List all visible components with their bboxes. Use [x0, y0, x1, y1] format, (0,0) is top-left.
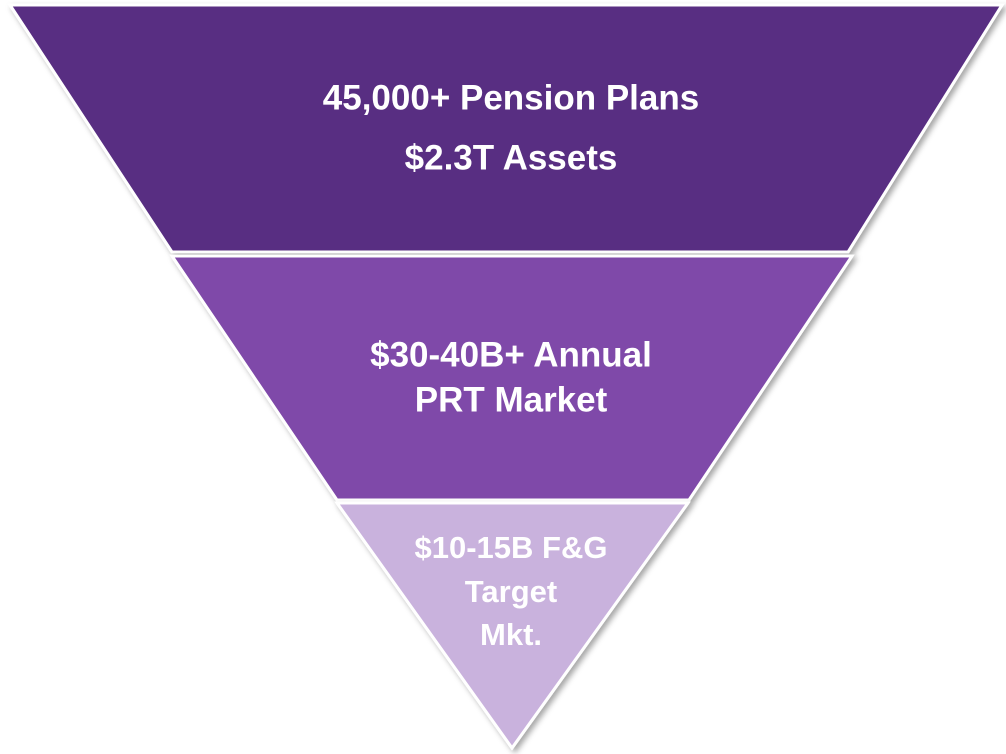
funnel-level-2	[169, 254, 855, 502]
level-text: $2.3T Assets	[405, 138, 618, 177]
level-text: Target	[465, 574, 557, 609]
level-text: $10-15B F&G	[415, 530, 608, 565]
level-text: $30-40B+ Annual	[370, 335, 652, 374]
funnel-level-3	[334, 501, 691, 751]
level-text: PRT Market	[415, 380, 608, 419]
level-text: Mkt.	[480, 617, 542, 652]
funnel-level-1	[7, 3, 1005, 254]
level-text: 45,000+ Pension Plans	[323, 78, 699, 117]
